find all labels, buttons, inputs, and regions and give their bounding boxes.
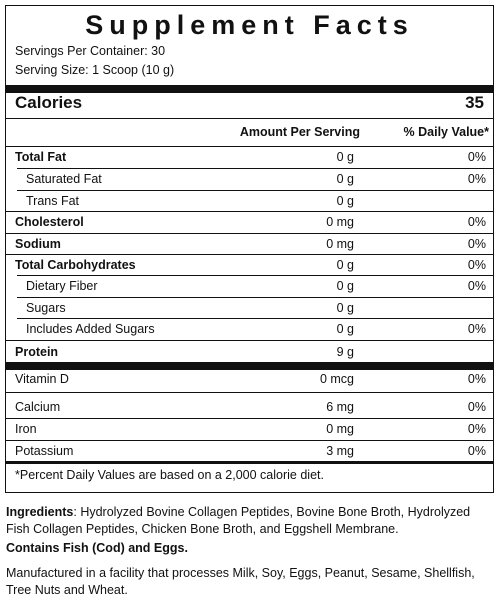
serving-size: Serving Size: 1 Scoop (10 g) [15,63,175,77]
vitamin-label: Iron [15,422,37,436]
servings-per-container: Servings Per Container: 30 [15,44,166,58]
row-divider [6,440,493,441]
nutrient-dv: 0% [467,172,486,186]
panel-title: Supplement Facts [85,10,414,40]
nutrient-row-protein: Protein 9 g [6,342,493,363]
nutrient-label: Saturated Fat [26,172,102,186]
divider-calories [6,118,493,119]
row-divider [6,233,493,234]
row-divider [6,211,493,212]
row-divider [17,190,493,191]
nutrient-row-sugars: Sugars 0 g [6,298,493,319]
nutrient-dv: 0% [467,322,486,336]
thick-divider-top [6,85,493,93]
vitamin-amount: 0 mcg [319,372,354,386]
daily-value-header: % Daily Value* [403,125,489,139]
daily-value-footnote: *Percent Daily Values are based on a 2,0… [15,468,324,482]
vitamin-dv: 0% [467,372,486,386]
vitamin-label: Vitamin D [15,372,69,386]
calories-value: 35 [465,93,484,112]
row-divider [6,340,493,341]
nutrient-row-trans-fat: Trans Fat 0 g [6,191,493,212]
nutrient-amount: 0 mg [326,237,354,251]
vitamin-amount: 0 mg [326,422,354,436]
nutrient-amount: 0 g [336,258,354,272]
calories-label: Calories [15,93,83,112]
nutrient-row-sodium: Sodium 0 mg 0% [6,234,493,255]
ingredients-label: Ingredients [6,505,74,519]
vitamin-row-potassium: Potassium 3 mg 0% [6,441,493,462]
nutrient-amount: 0 g [336,322,354,336]
vitamin-amount: 3 mg [326,444,354,458]
nutrient-dv: 0% [467,237,486,251]
nutrient-label: Total Carbohydrates [15,258,136,272]
ingredients-statement: Ingredients: Hydrolyzed Bovine Collagen … [6,504,494,538]
nutrient-amount: 0 g [336,279,354,293]
row-divider [17,297,493,298]
vitamin-row-calcium: Calcium 6 mg 0% [6,397,493,418]
nutrient-row-total-fat: Total Fat 0 g 0% [6,147,493,168]
nutrient-label: Sodium [15,237,61,251]
vitamin-label: Calcium [15,400,61,414]
nutrient-amount: 0 g [336,301,354,315]
nutrient-label: Total Fat [15,150,67,164]
nutrient-amount: 0 g [336,194,354,208]
nutrient-label: Sugars [26,301,66,315]
vitamin-dv: 0% [467,444,486,458]
divider-header [6,146,493,147]
ingredients-text: : Hydrolyzed Bovine Collagen Peptides, B… [6,505,471,536]
nutrient-dv: 0% [467,150,486,164]
vitamin-amount: 6 mg [326,400,354,414]
calories-row: Calories 35 [15,93,484,113]
row-divider [17,275,493,276]
row-divider [6,392,493,393]
nutrient-label: Trans Fat [26,194,80,208]
row-divider [17,318,493,319]
nutrient-label: Dietary Fiber [26,279,98,293]
vitamin-dv: 0% [467,422,486,436]
nutrient-amount: 0 g [336,150,354,164]
amount-per-serving-header: Amount Per Serving [239,125,360,139]
thick-divider-middle [6,362,493,370]
vitamin-label: Potassium [15,444,74,458]
nutrient-row-cholesterol: Cholesterol 0 mg 0% [6,212,493,233]
allergen-statement: Contains Fish (Cod) and Eggs. [6,541,188,555]
nutrient-dv: 0% [467,215,486,229]
vitamin-row-vitamin-d: Vitamin D 0 mcg 0% [6,369,493,390]
vitamin-row-iron: Iron 0 mg 0% [6,419,493,440]
nutrient-dv: 0% [467,258,486,272]
nutrient-row-dietary-fiber: Dietary Fiber 0 g 0% [6,276,493,297]
row-divider [17,168,493,169]
nutrient-row-total-carbohydrates: Total Carbohydrates 0 g 0% [6,255,493,276]
facility-statement: Manufactured in a facility that processe… [6,566,475,597]
nutrient-label: Cholesterol [15,215,84,229]
row-divider [6,254,493,255]
nutrient-amount: 0 g [336,172,354,186]
nutrient-amount: 0 mg [326,215,354,229]
row-divider [6,418,493,419]
supplement-facts-panel: Supplement Facts Servings Per Container:… [5,5,494,493]
nutrient-amount: 9 g [336,345,354,359]
divider-bottom [6,461,493,464]
nutrient-label: Includes Added Sugars [26,322,155,336]
nutrient-row-saturated-fat: Saturated Fat 0 g 0% [6,169,493,190]
nutrient-dv: 0% [467,279,486,293]
nutrient-row-added-sugars: Includes Added Sugars 0 g 0% [6,319,493,340]
nutrient-label: Protein [15,345,59,359]
vitamin-dv: 0% [467,400,486,414]
